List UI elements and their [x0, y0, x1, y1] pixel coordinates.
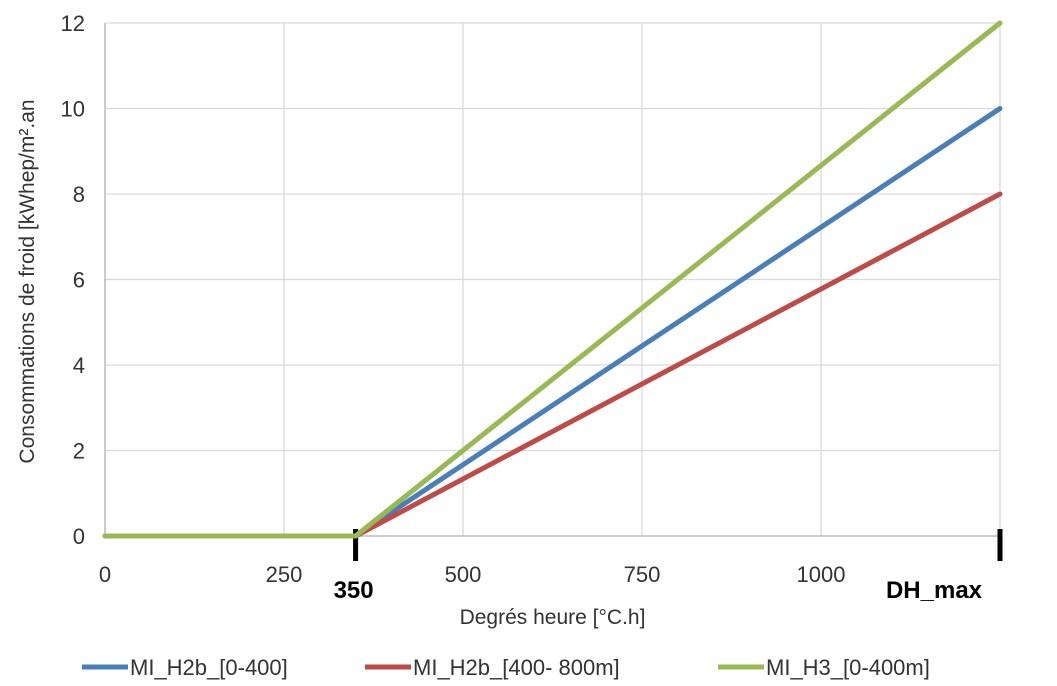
marked-tick-label: DH_max [886, 577, 983, 604]
x-tick-label: 750 [624, 562, 661, 587]
y-tick-label: 6 [73, 268, 85, 293]
axes [104, 23, 1003, 561]
y-tick-label: 10 [61, 97, 85, 122]
x-axis-title: Degrés heure [°C.h] [460, 606, 646, 629]
tick-labels: 0 2 4 6 8 10 12 0 250 500 750 1000 350 DH_max [61, 11, 983, 604]
y-tick-label: 12 [61, 11, 85, 36]
legend: MI_H2b_[0-400] MI_H2b_[400- 800m] MI_H3_[0… [82, 655, 930, 680]
legend-label: MI_H2b_[0-400] [130, 655, 288, 680]
x-tick-label: 500 [445, 562, 482, 587]
series-line [102, 20, 1003, 539]
y-tick-label: 4 [73, 353, 85, 378]
y-axis-title: Consommations de froid [kWhep/m².an [16, 99, 39, 463]
marked-tick-label: 350 [334, 577, 374, 604]
legend-label: MI_H2b_[400- 800m] [413, 655, 620, 680]
grid [104, 22, 1001, 537]
series-line [102, 106, 1003, 539]
y-tick-label: 0 [73, 524, 85, 549]
y-tick-label: 8 [73, 182, 85, 207]
x-tick-label: 0 [99, 562, 111, 587]
x-tick-label: 1000 [797, 562, 846, 587]
y-tick-label: 2 [73, 439, 85, 464]
series-lines [102, 20, 1003, 539]
legend-label: MI_H3_[0-400m] [766, 655, 930, 680]
x-tick-label: 250 [266, 562, 303, 587]
